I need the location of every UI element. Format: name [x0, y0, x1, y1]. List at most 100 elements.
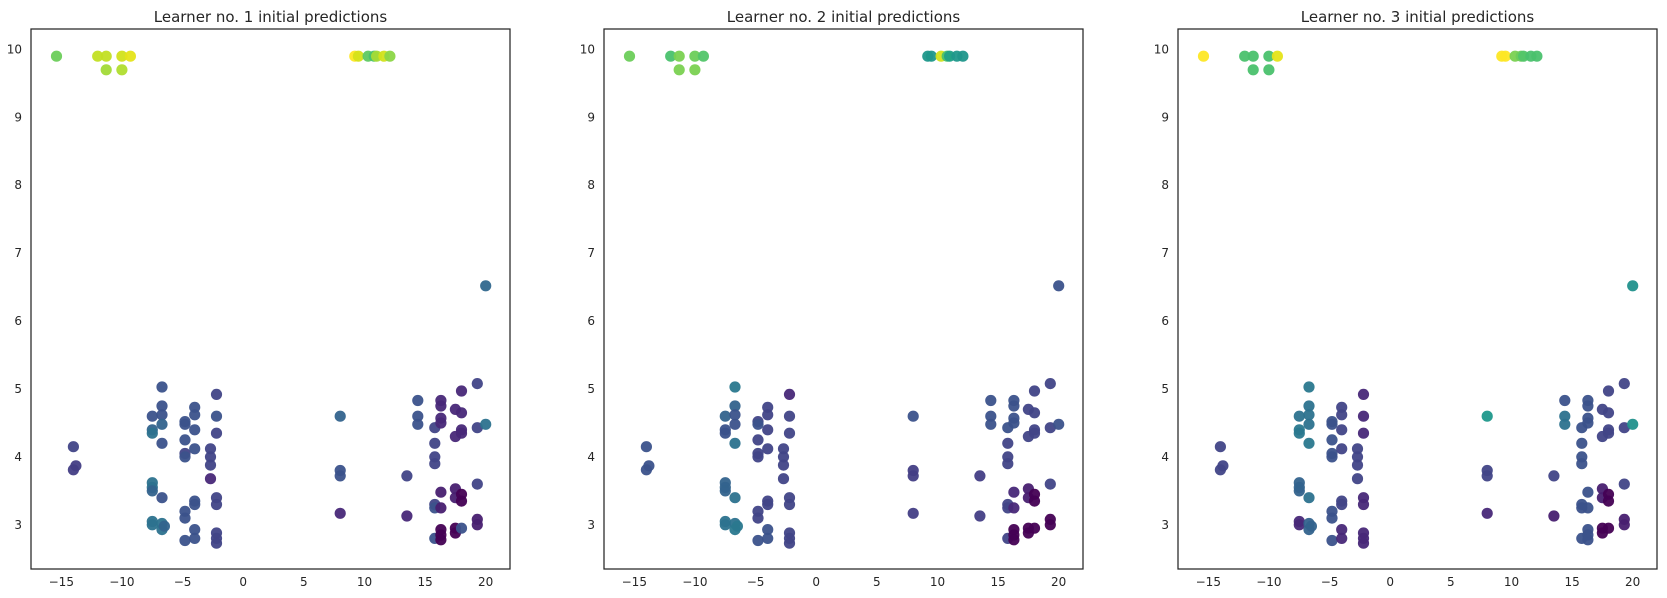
scatter-point: [1029, 407, 1040, 418]
scatter-point: [1198, 51, 1209, 62]
scatter-point: [1603, 428, 1614, 439]
scatter-point: [1603, 523, 1614, 534]
scatter-point: [778, 473, 789, 484]
scatter-point: [1294, 519, 1305, 530]
x-tick-label: −10: [682, 575, 707, 589]
scatter-point: [1294, 428, 1305, 439]
scatter-point: [985, 419, 996, 430]
x-tick-label: −10: [109, 575, 134, 589]
scatter-point: [179, 434, 190, 445]
y-tick-label: 5: [1161, 382, 1169, 396]
scatter-point: [211, 538, 222, 549]
scatter-point: [456, 523, 467, 534]
scatter-point: [1306, 521, 1317, 532]
scatter-point: [624, 51, 635, 62]
scatter-point: [752, 513, 763, 524]
x-tick-label: 15: [990, 575, 1005, 589]
scatter-point: [762, 443, 773, 454]
scatter-points: [51, 51, 491, 549]
scatter-point: [1008, 400, 1019, 411]
scatter-point: [1008, 534, 1019, 545]
scatter-point: [641, 464, 652, 475]
scatter-point: [211, 499, 222, 510]
scatter-point: [1294, 411, 1305, 422]
scatter-point: [784, 538, 795, 549]
scatter-point: [908, 470, 919, 481]
scatter-point: [456, 407, 467, 418]
scatter-point: [762, 424, 773, 435]
y-tick-label: 6: [587, 314, 595, 328]
scatter-point: [125, 51, 136, 62]
scatter-point: [720, 485, 731, 496]
scatter-point: [729, 438, 740, 449]
scatter-point: [1358, 411, 1369, 422]
scatter-point: [159, 521, 170, 532]
scatter-point: [1619, 519, 1630, 530]
scatter-point: [179, 535, 190, 546]
scatter-point: [412, 419, 423, 430]
scatter-point: [1482, 411, 1493, 422]
scatter-point: [205, 460, 216, 471]
scatter-point: [1548, 510, 1559, 521]
scatter-point: [1582, 534, 1593, 545]
scatter-point: [179, 513, 190, 524]
scatter-point: [189, 443, 200, 454]
scatter-point: [101, 64, 112, 75]
scatter-point: [211, 428, 222, 439]
x-tick-label: −15: [49, 575, 74, 589]
scatter-point: [335, 508, 346, 519]
scatter-point: [480, 280, 491, 291]
scatter-point: [1582, 417, 1593, 428]
scatter-point: [335, 411, 346, 422]
scatter-point: [1482, 508, 1493, 519]
scatter-point: [1263, 64, 1274, 75]
scatter-point: [1619, 479, 1630, 490]
x-tick-label: 20: [1625, 575, 1640, 589]
y-tick-label: 4: [14, 450, 22, 464]
scatter-point: [189, 409, 200, 420]
scatter-point: [1582, 502, 1593, 513]
scatter-point: [752, 434, 763, 445]
scatter-point: [1053, 280, 1064, 291]
scatter-point: [1352, 473, 1363, 484]
scatter-point: [1627, 280, 1638, 291]
y-tick-label: 6: [14, 314, 22, 328]
scatter-point: [974, 470, 985, 481]
x-tick-label: 10: [930, 575, 945, 589]
scatter-point: [1358, 499, 1369, 510]
y-tick-label: 9: [14, 110, 22, 124]
scatter-point: [1029, 523, 1040, 534]
scatter-point: [1303, 438, 1314, 449]
chart-panel-2: Learner no. 2 initial predictions−15 −10−…: [580, 8, 1083, 589]
x-tick-label: 10: [357, 575, 372, 589]
scatter-point: [1326, 513, 1337, 524]
scatter-point: [1352, 460, 1363, 471]
scatter-point: [1045, 519, 1056, 530]
scatter-point: [147, 428, 158, 439]
x-tick-label: −15: [622, 575, 647, 589]
scatter-point: [472, 479, 483, 490]
x-tick-label: 20: [478, 575, 493, 589]
scatter-point: [1248, 64, 1259, 75]
y-tick-label: 9: [1161, 110, 1169, 124]
chart-title: Learner no. 3 initial predictions: [1301, 8, 1535, 26]
y-tick-label: 10: [1154, 42, 1169, 56]
scatter-point: [116, 64, 127, 75]
scatter-point: [674, 64, 685, 75]
scatter-point: [384, 51, 395, 62]
scatter-point: [784, 428, 795, 439]
scatter-points: [624, 51, 1064, 549]
scatter-point: [926, 51, 937, 62]
scatter-point: [189, 533, 200, 544]
scatter-point: [1582, 487, 1593, 498]
scatter-point: [1303, 381, 1314, 392]
scatter-point: [1603, 407, 1614, 418]
x-tick-label: 5: [1447, 575, 1455, 589]
scatter-point: [698, 51, 709, 62]
scatter-point: [1326, 419, 1337, 430]
scatter-point: [752, 451, 763, 462]
scatter-point: [720, 428, 731, 439]
scatter-point: [335, 470, 346, 481]
x-tick-label: 10: [1504, 575, 1519, 589]
scatter-point: [762, 409, 773, 420]
